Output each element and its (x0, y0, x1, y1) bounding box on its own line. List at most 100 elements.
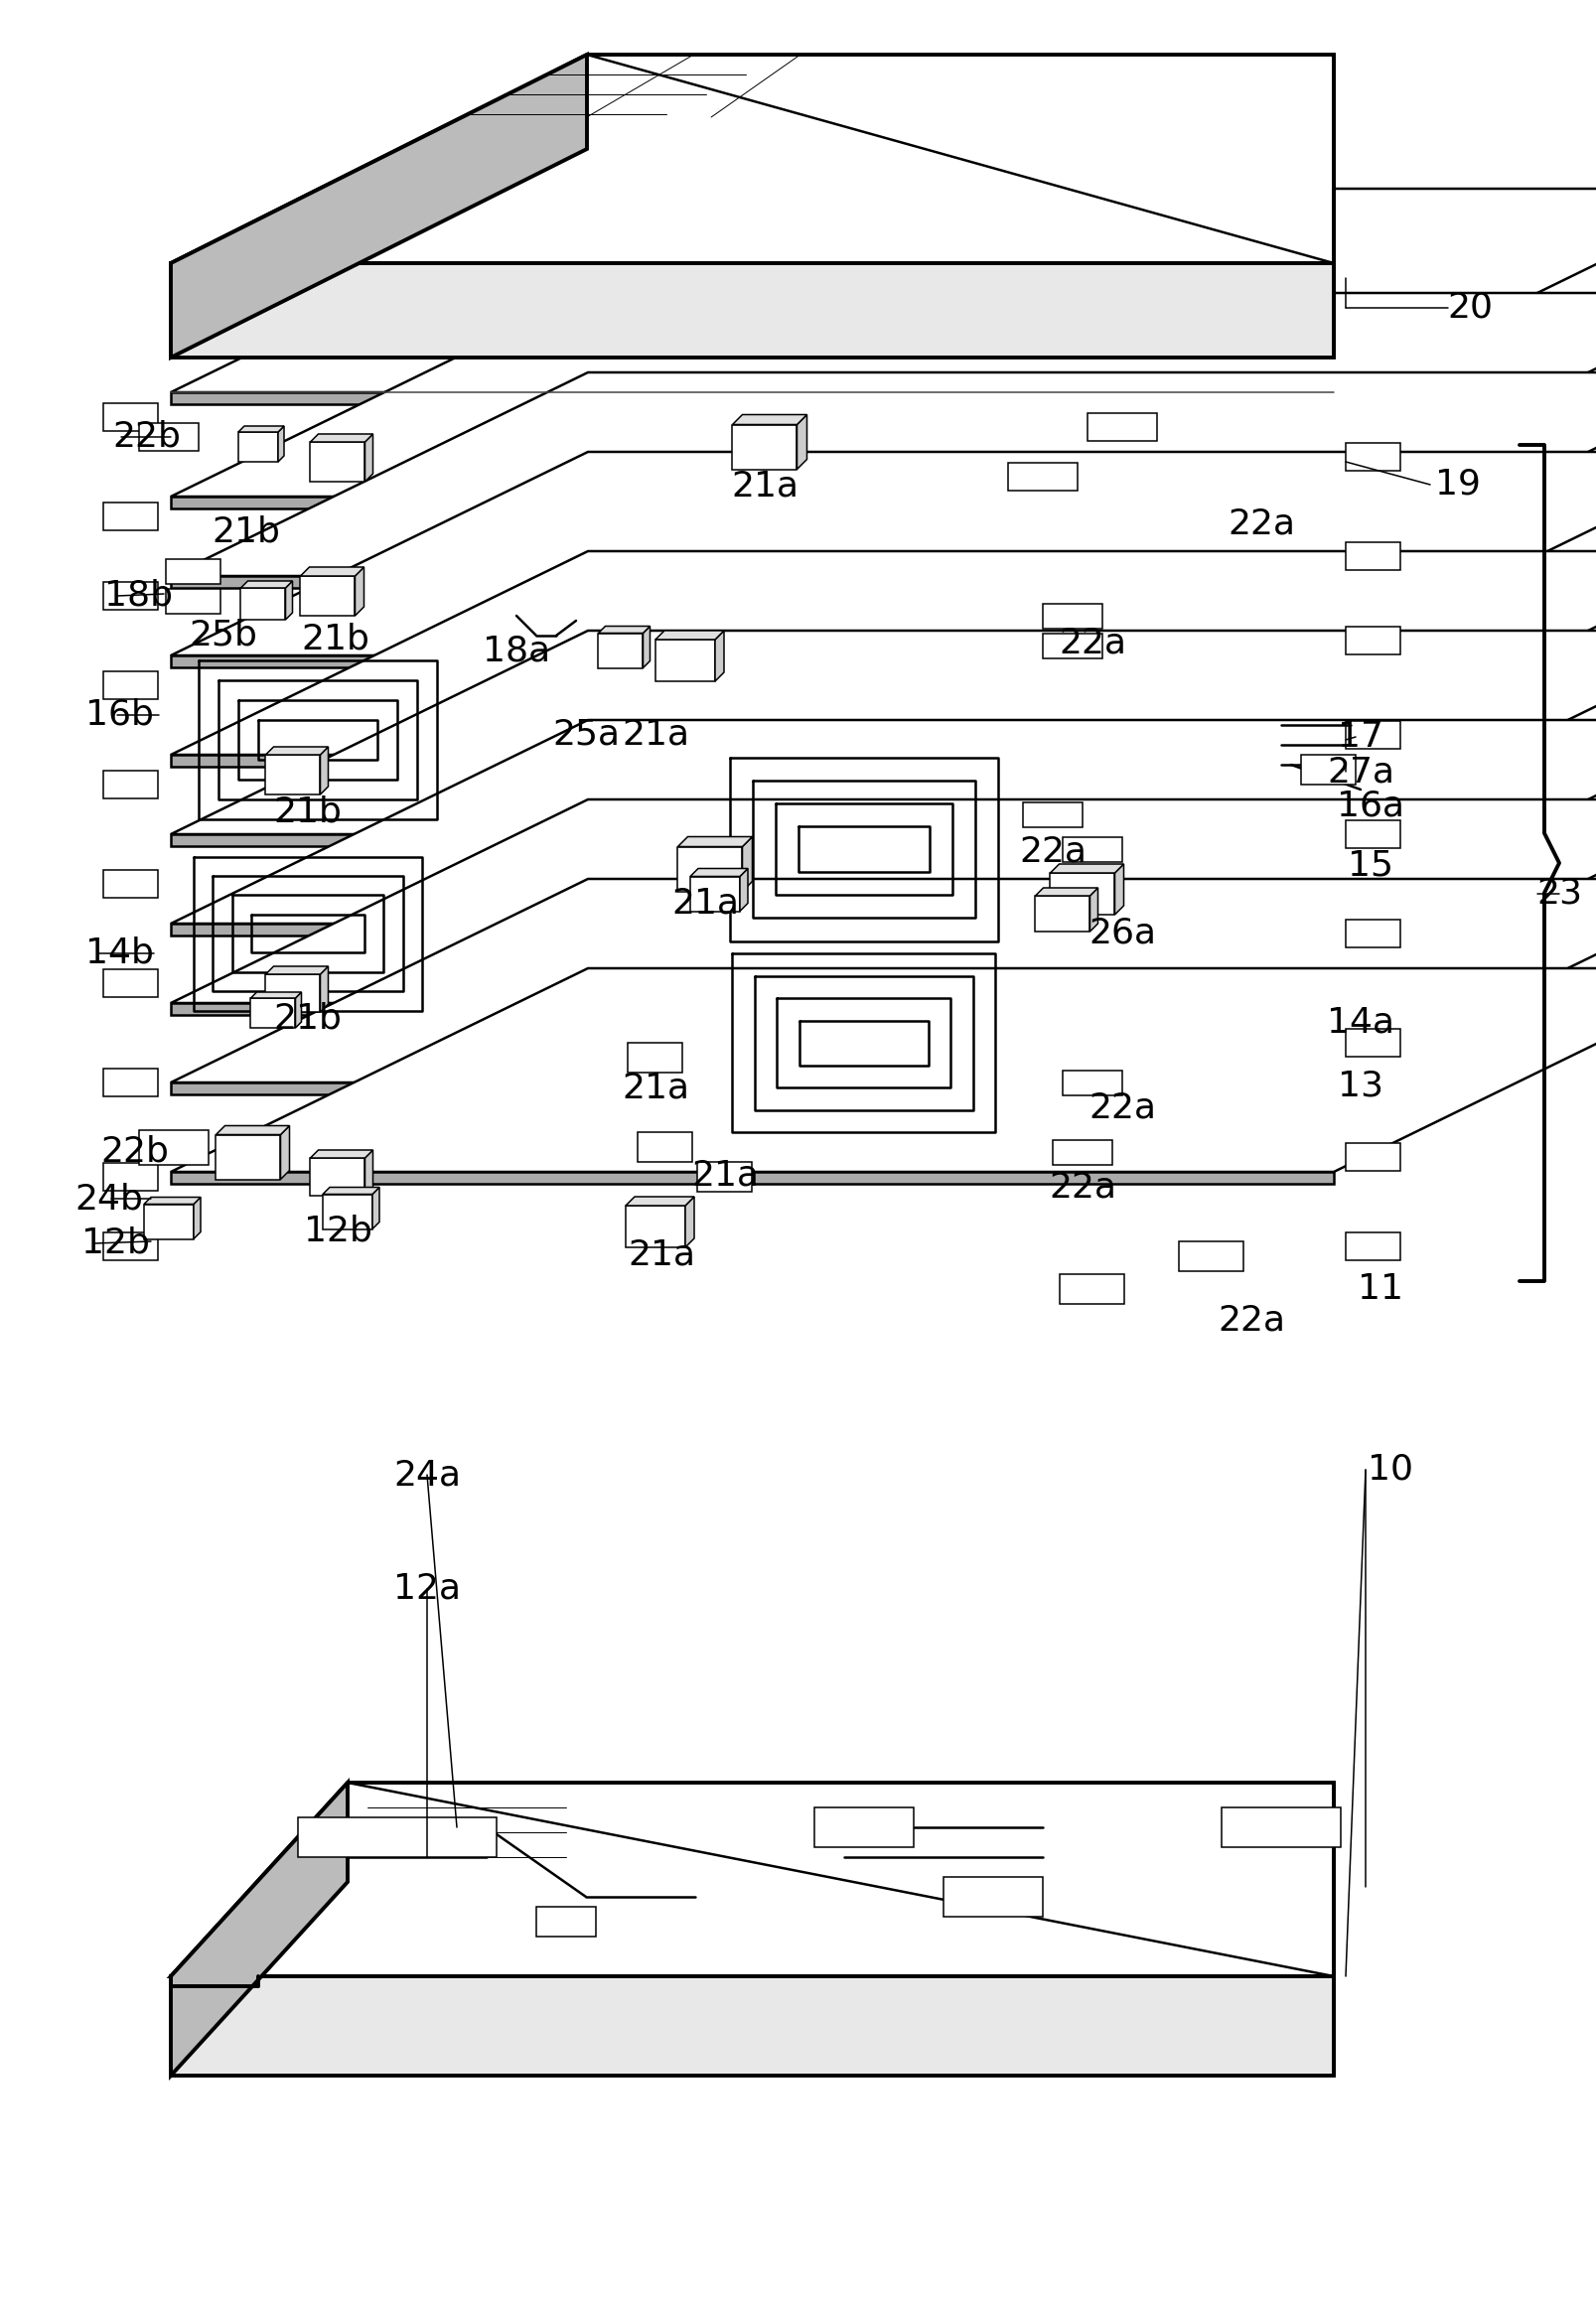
Polygon shape (171, 392, 1333, 403)
Text: 21b: 21b (212, 514, 281, 548)
Text: 22a: 22a (1227, 507, 1294, 541)
Text: 16b: 16b (85, 698, 153, 733)
Polygon shape (251, 998, 295, 1028)
Polygon shape (626, 1196, 694, 1205)
Polygon shape (685, 1196, 694, 1246)
Polygon shape (1050, 864, 1124, 873)
Polygon shape (171, 551, 1596, 756)
Polygon shape (654, 641, 715, 682)
Text: 25a: 25a (552, 719, 619, 751)
Text: 12a: 12a (393, 1571, 461, 1606)
Text: 21a: 21a (627, 1237, 694, 1272)
Polygon shape (1345, 820, 1400, 848)
Text: 22b: 22b (101, 1136, 169, 1168)
Polygon shape (643, 627, 650, 668)
Polygon shape (598, 627, 650, 634)
Polygon shape (171, 834, 1333, 846)
Text: 18b: 18b (105, 578, 174, 613)
Polygon shape (310, 442, 365, 482)
Polygon shape (171, 1173, 1333, 1184)
Text: 25b: 25b (190, 620, 257, 652)
Text: 11: 11 (1357, 1272, 1403, 1306)
Polygon shape (265, 975, 321, 1011)
Polygon shape (104, 670, 158, 698)
Polygon shape (598, 634, 643, 668)
Polygon shape (1042, 604, 1101, 629)
Text: 12b: 12b (81, 1226, 150, 1260)
Polygon shape (1301, 756, 1355, 786)
Polygon shape (733, 415, 806, 424)
Polygon shape (278, 426, 284, 461)
Polygon shape (1061, 836, 1122, 862)
Polygon shape (310, 433, 373, 442)
Polygon shape (814, 1806, 913, 1848)
Polygon shape (171, 631, 1596, 834)
Polygon shape (166, 558, 220, 583)
Polygon shape (171, 452, 1596, 654)
Polygon shape (1345, 627, 1400, 654)
Polygon shape (1050, 873, 1114, 915)
Text: 14b: 14b (85, 935, 153, 970)
Polygon shape (193, 1198, 201, 1240)
Polygon shape (265, 965, 329, 975)
Polygon shape (1042, 634, 1101, 659)
Polygon shape (171, 293, 1596, 498)
Polygon shape (238, 426, 284, 433)
Polygon shape (104, 1164, 158, 1191)
Polygon shape (1090, 887, 1098, 931)
Polygon shape (104, 583, 158, 611)
Polygon shape (265, 756, 321, 795)
Polygon shape (677, 846, 742, 892)
Polygon shape (1345, 721, 1400, 749)
Text: 21b: 21b (273, 795, 342, 829)
Polygon shape (238, 433, 278, 461)
Text: 22a: 22a (1058, 627, 1125, 661)
Text: 21b: 21b (273, 1000, 342, 1034)
Polygon shape (1052, 1140, 1112, 1164)
Polygon shape (104, 770, 158, 799)
Polygon shape (310, 1159, 365, 1196)
Polygon shape (171, 654, 1333, 668)
Polygon shape (171, 55, 587, 357)
Polygon shape (265, 746, 329, 756)
Polygon shape (171, 1002, 1333, 1016)
Polygon shape (365, 1150, 373, 1196)
Polygon shape (321, 965, 329, 1011)
Polygon shape (1060, 1274, 1124, 1304)
Polygon shape (144, 1205, 193, 1240)
Polygon shape (365, 433, 373, 482)
Polygon shape (1345, 1143, 1400, 1170)
Polygon shape (286, 581, 292, 620)
Polygon shape (638, 1131, 693, 1161)
Text: 22a: 22a (1088, 1090, 1156, 1124)
Polygon shape (1345, 919, 1400, 947)
Polygon shape (689, 876, 739, 910)
Text: 20: 20 (1446, 290, 1492, 325)
Polygon shape (1345, 1030, 1400, 1058)
Polygon shape (104, 502, 158, 530)
Polygon shape (1061, 1069, 1122, 1094)
Polygon shape (171, 924, 1333, 935)
Polygon shape (104, 1069, 158, 1097)
Text: 12b: 12b (303, 1214, 372, 1249)
Polygon shape (697, 1161, 752, 1191)
Polygon shape (171, 878, 1596, 1083)
Polygon shape (139, 424, 198, 452)
Text: 24b: 24b (75, 1182, 144, 1217)
Text: 21a: 21a (621, 1071, 689, 1104)
Polygon shape (536, 1908, 595, 1938)
Polygon shape (171, 719, 1596, 924)
Polygon shape (144, 1198, 201, 1205)
Text: 19: 19 (1435, 468, 1479, 502)
Polygon shape (1178, 1242, 1243, 1272)
Polygon shape (742, 836, 752, 892)
Polygon shape (689, 869, 747, 876)
Polygon shape (139, 1129, 209, 1164)
Polygon shape (322, 1193, 372, 1228)
Polygon shape (1023, 802, 1082, 827)
Polygon shape (171, 263, 1333, 357)
Polygon shape (1345, 1233, 1400, 1260)
Polygon shape (1345, 442, 1400, 470)
Polygon shape (166, 588, 220, 613)
Polygon shape (104, 871, 158, 899)
